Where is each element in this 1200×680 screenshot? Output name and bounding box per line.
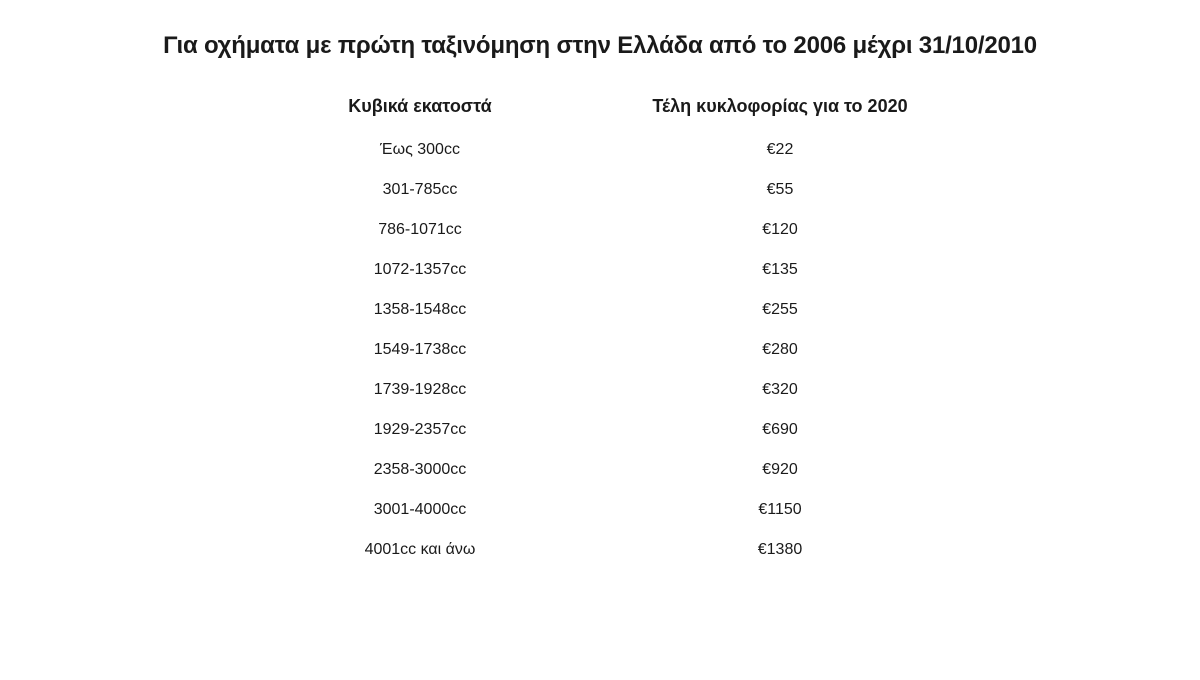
cell-cc: 2358-3000cc [240,461,600,479]
cell-cc: 4001cc και άνω [240,541,600,559]
table-row: 301-785cc €55 [240,181,960,199]
table-row: 1739-1928cc €320 [240,381,960,399]
table-row: 4001cc και άνω €1380 [240,541,960,559]
table-row: 786-1071cc €120 [240,221,960,239]
table-row: 3001-4000cc €1150 [240,501,960,519]
cell-cc: 1549-1738cc [240,341,600,359]
cell-fee: €120 [600,221,960,239]
cell-cc: 1739-1928cc [240,381,600,399]
table-row: 1549-1738cc €280 [240,341,960,359]
column-header-fee: Τέλη κυκλοφορίας για το 2020 [600,96,960,117]
table-row: Έως 300cc €22 [240,141,960,159]
cell-fee: €1150 [600,501,960,519]
table-header-row: Κυβικά εκατοστά Τέλη κυκλοφορίας για το … [240,96,960,117]
cell-cc: 1929-2357cc [240,421,600,439]
cell-cc: 3001-4000cc [240,501,600,519]
cell-cc: 1072-1357cc [240,261,600,279]
cell-fee: €135 [600,261,960,279]
cell-fee: €690 [600,421,960,439]
column-header-cc: Κυβικά εκατοστά [240,96,600,117]
cell-fee: €1380 [600,541,960,559]
cell-cc: 301-785cc [240,181,600,199]
table-row: 1072-1357cc €135 [240,261,960,279]
cell-cc: 1358-1548cc [240,301,600,319]
cell-fee: €320 [600,381,960,399]
table-row: 2358-3000cc €920 [240,461,960,479]
cell-fee: €255 [600,301,960,319]
cell-cc: 786-1071cc [240,221,600,239]
page-title: Για οχήματα με πρώτη ταξινόμηση στην Ελλ… [163,32,1037,60]
table-row: 1929-2357cc €690 [240,421,960,439]
cell-fee: €920 [600,461,960,479]
cell-fee: €55 [600,181,960,199]
cell-fee: €22 [600,141,960,159]
cell-fee: €280 [600,341,960,359]
cell-cc: Έως 300cc [240,141,600,159]
table-body: Έως 300cc €22 301-785cc €55 786-1071cc €… [240,141,960,559]
fees-table: Κυβικά εκατοστά Τέλη κυκλοφορίας για το … [240,96,960,559]
table-row: 1358-1548cc €255 [240,301,960,319]
